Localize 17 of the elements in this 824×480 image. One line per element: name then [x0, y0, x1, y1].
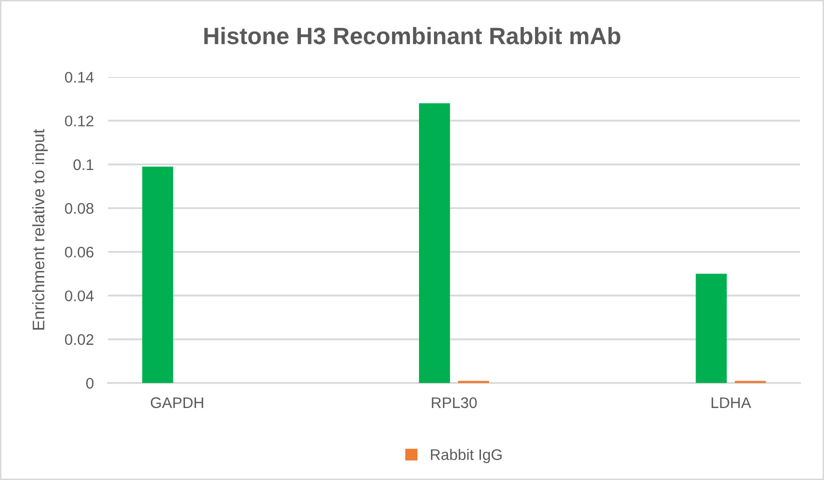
bar: [696, 274, 727, 383]
x-tick-label: RPL30: [432, 397, 477, 408]
y-tick-label: 0: [86, 378, 94, 389]
y-axis-title: Enrichment relative to input: [32, 129, 48, 330]
y-tick-label: 0.06: [64, 246, 94, 258]
x-tick-label: LDHA: [712, 397, 752, 408]
y-tick-label: 0.04: [64, 290, 94, 302]
legend-label: Rabbit IgG: [430, 448, 502, 464]
y-tick-label: 0.12: [64, 116, 94, 126]
bar: [418, 103, 450, 383]
chart-title: Histone H3 Recombinant Rabbit mAb: [204, 26, 620, 44]
y-tick-label: 0.08: [64, 203, 94, 214]
y-tick-label: 0.14: [64, 72, 94, 83]
y-tick-label: 0.02: [64, 334, 94, 345]
bar: [142, 166, 174, 383]
y-tick-label: 0.1: [73, 159, 94, 170]
x-tick-label: GAPDH: [150, 397, 204, 408]
